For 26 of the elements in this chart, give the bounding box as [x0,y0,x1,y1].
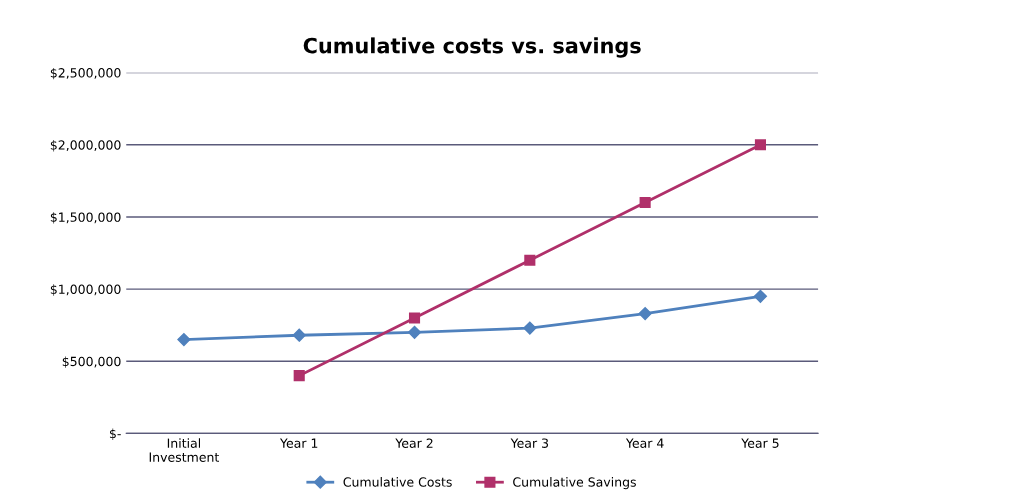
y-tick-label: $1,500,000 [50,212,121,224]
chart-title: Cumulative costs vs. savings [303,37,641,58]
point [638,307,652,321]
point [408,312,421,324]
x-tick-label: Year 4 [625,438,664,448]
point [753,289,768,303]
point [754,139,767,151]
point [177,332,191,347]
x-tick-label: Initial Investment [149,438,220,462]
x-tick-label: Year 1 [279,438,318,448]
point [523,321,537,335]
point [639,196,651,209]
x-tick-label: Year 2 [395,438,433,448]
x-tick-label: Year 3 [510,438,549,448]
y-tick-label: $1,000,000 [50,284,121,296]
y-tick-label: $500,000 [62,356,121,368]
point [292,328,306,342]
x-tick-label: Year 5 [741,438,779,448]
point [293,370,305,382]
y-tick-label: $2,500,000 [50,67,121,80]
legend-label: Cumulative Savings [513,477,636,490]
y-tick-label: $- [109,428,121,440]
point [407,325,422,339]
y-tick-label: $2,000,000 [50,140,121,152]
point [524,254,536,266]
legend-label: Cumulative Costs [343,477,452,487]
